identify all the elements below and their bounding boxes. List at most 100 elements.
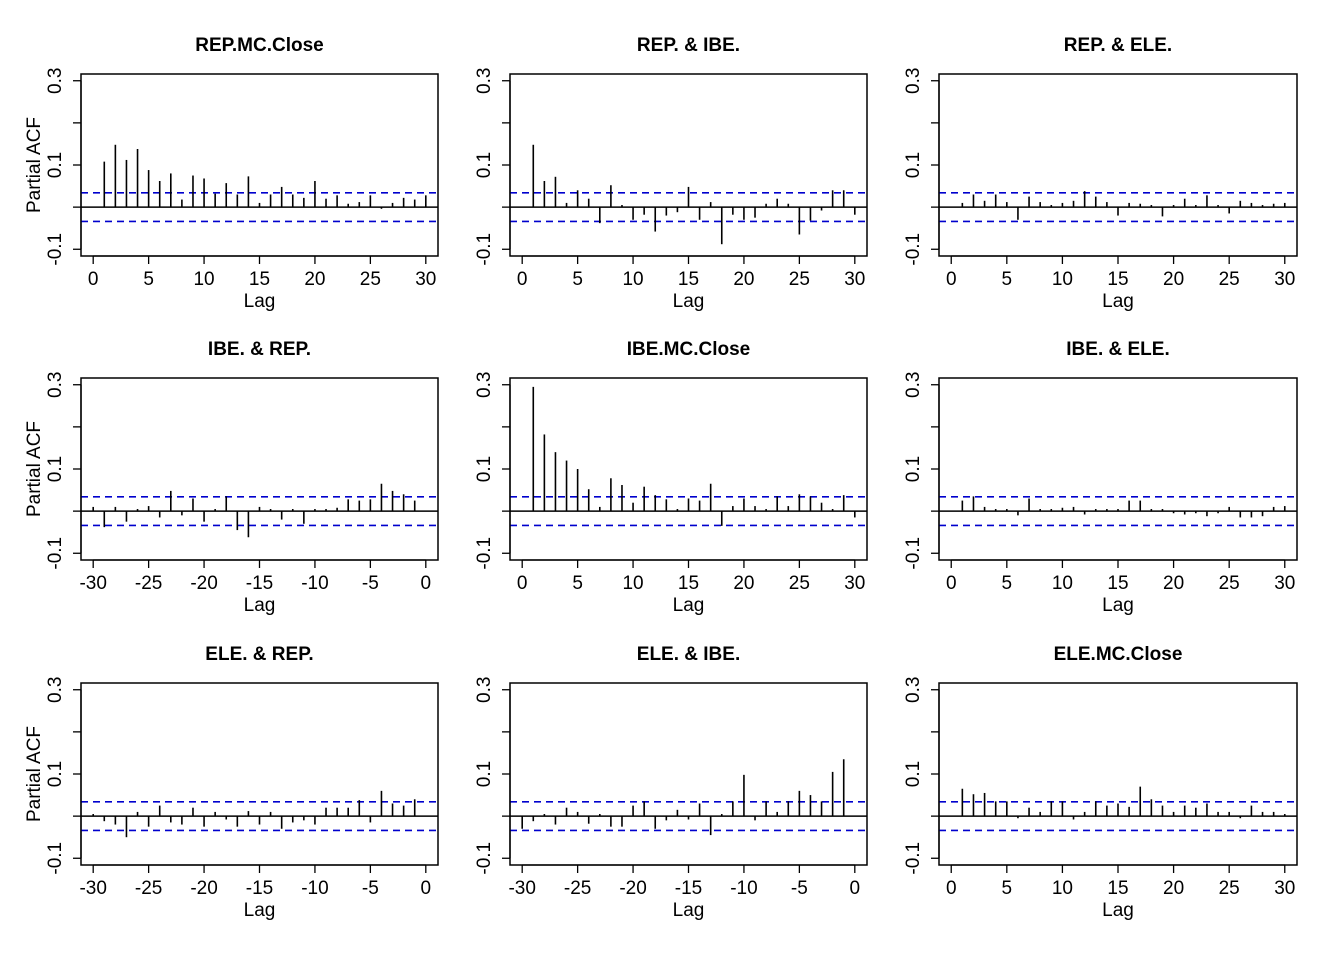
x-tick-label: 25	[1219, 269, 1240, 290]
y-tick-label: 0.1	[474, 456, 495, 482]
y-tick-label: 0.3	[474, 677, 495, 703]
pacf-panel-3: REP. & ELE. 0 5 10 15 20 25 30 Lag -0.1 0.1 0.3	[903, 35, 1298, 312]
x-axis-label: Lag	[244, 595, 276, 616]
x-tick-label: 25	[789, 573, 810, 594]
label-mask	[43, 673, 61, 875]
x-tick-label: 5	[1002, 573, 1013, 594]
x-tick-label: 20	[733, 269, 754, 290]
x-tick-label: 30	[1274, 573, 1295, 594]
y-tick-label: 0.1	[45, 761, 66, 787]
label-mask	[43, 64, 61, 266]
x-tick-label: -25	[135, 878, 162, 899]
y-tick-label: 0.3	[45, 372, 66, 398]
y-tick-label: 0.1	[45, 456, 66, 482]
plot-frame	[509, 73, 868, 257]
y-tick-label: -0.1	[474, 537, 495, 570]
x-tick-label: -15	[246, 573, 273, 594]
x-tick-label: 0	[421, 878, 432, 899]
x-tick-label: 0	[421, 573, 432, 594]
panel-title: REP.MC.Close	[195, 35, 323, 56]
pacf-panel-6: IBE. & ELE. 0 5 10 15 20 25 30 Lag -0.1 0.1 0.3	[903, 339, 1298, 616]
panel-title: REP. & IBE.	[637, 35, 740, 56]
x-tick-label: 30	[1274, 269, 1295, 290]
x-tick-label: 10	[193, 269, 214, 290]
panel-title: ELE. & IBE.	[637, 644, 740, 665]
x-tick-label: 0	[517, 269, 528, 290]
x-axis-label: Lag	[673, 291, 705, 312]
y-tick-label: 0.1	[45, 152, 66, 178]
y-tick-label: 0.3	[474, 372, 495, 398]
x-tick-label: 10	[1052, 269, 1073, 290]
x-tick-label: 15	[1107, 269, 1128, 290]
y-tick-label: 0.3	[903, 677, 924, 703]
x-tick-label: 25	[1219, 878, 1240, 899]
plot-frame	[938, 377, 1298, 561]
x-tick-label: 30	[415, 269, 436, 290]
pacf-panel-9: ELE.MC.Close 0 5 10 15 20 25 30 Lag -0.1 0.1 0.3	[903, 644, 1298, 921]
pacf-panel-4: IBE. & REP. -30 -25 -20 -15 -10 -5 0 Lag -0.1 0.1 0…	[24, 339, 439, 616]
y-tick-label: -0.1	[45, 537, 66, 570]
x-tick-label: 25	[360, 269, 381, 290]
y-tick-label: 0.3	[903, 68, 924, 94]
panel-title: ELE. & REP.	[205, 644, 313, 665]
plot-frame	[509, 682, 868, 866]
x-tick-label: 5	[572, 573, 583, 594]
plot-frame	[938, 73, 1298, 257]
panel-title: ELE.MC.Close	[1054, 644, 1183, 665]
y-tick-label: -0.1	[903, 537, 924, 570]
y-tick-label: 0.3	[474, 68, 495, 94]
x-tick-label: 30	[844, 269, 865, 290]
y-tick-label: 0.1	[474, 152, 495, 178]
x-axis-label: Lag	[673, 595, 705, 616]
plot-frame	[509, 377, 868, 561]
x-tick-label: 15	[678, 573, 699, 594]
pacf-panel-8: ELE. & IBE. -30 -25 -20 -15 -10 -5 0 Lag -0.1 0.1 0…	[474, 644, 868, 921]
y-tick-label: 0.1	[903, 456, 924, 482]
x-tick-label: -30	[508, 878, 535, 899]
x-tick-label: 0	[88, 269, 99, 290]
x-axis-label: Lag	[673, 900, 705, 921]
y-tick-label: 0.1	[903, 152, 924, 178]
panel-title: IBE. & ELE.	[1066, 339, 1169, 360]
plot-frame	[80, 73, 439, 257]
x-tick-label: 0	[850, 878, 861, 899]
x-tick-label: 0	[946, 269, 957, 290]
y-axis-label: Partial ACF	[24, 726, 45, 822]
x-tick-label: 20	[1163, 573, 1184, 594]
panel-title: IBE.MC.Close	[627, 339, 751, 360]
pacf-panel-5: IBE.MC.Close 0 5 10 15 20 25 30 Lag -0.1 0.1 0.3	[474, 339, 868, 616]
x-axis-label: Lag	[244, 900, 276, 921]
panel-title: REP. & ELE.	[1064, 35, 1172, 56]
plot-frame	[938, 682, 1298, 866]
x-tick-label: 15	[678, 269, 699, 290]
label-mask	[43, 368, 61, 570]
x-tick-label: 0	[517, 573, 528, 594]
pacf-panel-1: REP.MC.Close 0 5 10 15 20 25 30 Lag -0.1 0.1 0.3 Par…	[24, 35, 439, 312]
x-tick-label: -30	[79, 878, 106, 899]
x-tick-label: 15	[1107, 878, 1128, 899]
x-tick-label: -5	[362, 573, 379, 594]
y-tick-label: 0.3	[903, 372, 924, 398]
x-tick-label: -30	[79, 573, 106, 594]
x-tick-label: -10	[301, 573, 328, 594]
x-tick-label: 10	[622, 269, 643, 290]
x-tick-label: -20	[619, 878, 646, 899]
x-tick-label: -5	[362, 878, 379, 899]
y-tick-label: -0.1	[474, 842, 495, 875]
plot-frame	[80, 377, 439, 561]
x-tick-label: 30	[844, 573, 865, 594]
x-tick-label: 5	[572, 269, 583, 290]
y-tick-label: 0.3	[45, 677, 66, 703]
x-tick-label: -25	[135, 573, 162, 594]
y-tick-label: 0.1	[903, 761, 924, 787]
y-tick-label: 0.3	[45, 68, 66, 94]
y-axis-label: Partial ACF	[24, 421, 45, 517]
x-tick-label: -5	[791, 878, 808, 899]
x-tick-label: 0	[946, 878, 957, 899]
x-tick-label: -25	[564, 878, 591, 899]
y-tick-label: 0.1	[474, 761, 495, 787]
x-tick-label: -10	[730, 878, 757, 899]
y-tick-label: -0.1	[474, 233, 495, 266]
y-tick-label: -0.1	[45, 233, 66, 266]
